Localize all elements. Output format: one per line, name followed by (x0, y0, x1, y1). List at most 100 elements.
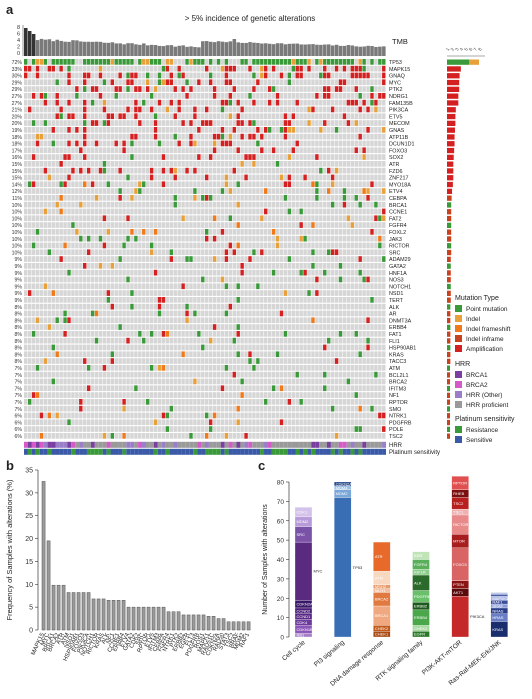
oncoprint-cell (63, 385, 67, 392)
oncoprint-cell (67, 365, 71, 371)
oncoprint-cell (303, 154, 307, 160)
oncoprint-cell (24, 276, 28, 283)
oncoprint-cell (102, 79, 107, 86)
oncoprint-cell (201, 79, 205, 86)
oncoprint-cell (31, 235, 36, 242)
oncoprint-cell (83, 106, 87, 113)
oncoprint-cell (212, 86, 217, 92)
oncoprint-cell (299, 249, 303, 256)
oncoprint-cell (326, 127, 331, 133)
oncoprint-cell (283, 269, 288, 276)
oncoprint-cell (326, 283, 331, 290)
oncoprint-cell (169, 290, 174, 296)
oncoprint-cell (189, 127, 193, 133)
oncoprint-cell (342, 276, 347, 283)
oncoprint-cell (47, 337, 52, 344)
oncoprint-cell (118, 405, 122, 412)
oncoprint-cell (165, 181, 170, 188)
oncoprint-cell (31, 303, 36, 310)
oncoprint-cell (307, 208, 311, 215)
oncoprint-cell (126, 106, 130, 113)
oncoprint-cell (248, 229, 252, 235)
tmb-bar (138, 44, 142, 56)
oncoprint-cell (283, 86, 288, 92)
oncoprint-cell (378, 256, 382, 262)
oncoprint-cell (283, 65, 288, 72)
tmb-bar (311, 44, 315, 56)
oncoprint-cell (185, 269, 189, 276)
oncoprint-cell (354, 303, 358, 310)
oncoprint-cell (67, 276, 71, 283)
oncoprint-cell (90, 392, 95, 398)
oncoprint-cell (366, 133, 370, 140)
oncoprint-cell (79, 133, 83, 140)
oncoprint-cell (149, 195, 154, 201)
oncoprint-cell (189, 235, 193, 242)
oncoprint-cell (201, 276, 205, 283)
oncoprint-cell (370, 127, 374, 133)
oncoprint-cell (350, 303, 355, 310)
oncoprint-cell (24, 86, 28, 92)
oncoprint-cell (193, 358, 197, 364)
oncoprint-cell (185, 195, 189, 201)
oncoprint-cell (303, 324, 307, 330)
oncoprint-cell (39, 351, 44, 358)
oncoprint-cell (201, 113, 205, 120)
oncoprint-cell (224, 276, 229, 283)
oncoprint-cell (291, 290, 295, 296)
oncoprint-cell (31, 317, 36, 324)
oncoprint-cell (145, 161, 150, 167)
oncoprint-cell (67, 65, 71, 72)
oncoprint-cell (287, 106, 292, 113)
oncoprint-cell (370, 174, 374, 181)
oncoprint-cell (366, 106, 370, 113)
oncoprint-cell (102, 86, 107, 92)
oncoprint-cell (79, 120, 83, 126)
oncoprint-cell (212, 99, 217, 106)
oncoprint-cell (228, 378, 233, 385)
oncoprint-cell (197, 174, 201, 181)
oncoprint-cell (31, 290, 36, 296)
oncoprint-cell (106, 120, 111, 126)
oncoprint-cell (35, 399, 40, 405)
oncoprint-cell (275, 249, 280, 256)
oncoprint-cell (138, 106, 142, 113)
oncoprint-cell (67, 181, 71, 188)
oncoprint-cell (267, 229, 272, 235)
oncoprint-cell (126, 392, 130, 398)
oncoprint-cell (252, 290, 256, 296)
oncoprint-cell (283, 229, 288, 235)
oncoprint-cell (295, 331, 299, 337)
oncoprint-cell (24, 208, 28, 215)
oncoprint-cell (185, 127, 189, 133)
oncoprint-cell (169, 195, 174, 201)
oncoprint-cell (338, 222, 343, 228)
oncoprint-cell (334, 324, 339, 330)
oncoprint-cell (110, 365, 114, 371)
oncoprint-cell (224, 385, 229, 392)
oncoprint-cell (362, 201, 366, 208)
tmb-bar (279, 43, 284, 56)
oncoprint-cell (142, 263, 146, 269)
oncoprint-cell (358, 133, 362, 140)
oncoprint-cell (71, 297, 75, 303)
oncoprint-cell (319, 269, 323, 276)
oncoprint-cell (287, 120, 292, 126)
oncoprint-cell (216, 215, 221, 222)
oncoprint-cell (287, 208, 292, 215)
oncoprint-cell (39, 59, 44, 65)
oncoprint-cell (350, 215, 355, 222)
oncoprint-cell (134, 263, 138, 269)
oncoprint-cell (299, 161, 303, 167)
oncoprint-cell (67, 59, 71, 65)
oncoprint-cell (358, 140, 362, 147)
oncoprint-cell (358, 256, 362, 262)
oncoprint-cell (145, 99, 150, 106)
oncoprint-cell (264, 215, 268, 222)
oncoprint-cell (374, 147, 378, 154)
oncoprint-cell (291, 127, 295, 133)
oncoprint-cell (181, 188, 185, 194)
oncoprint-cell (138, 59, 142, 65)
oncoprint-cell (75, 324, 79, 330)
oncoprint-cell (315, 324, 319, 330)
